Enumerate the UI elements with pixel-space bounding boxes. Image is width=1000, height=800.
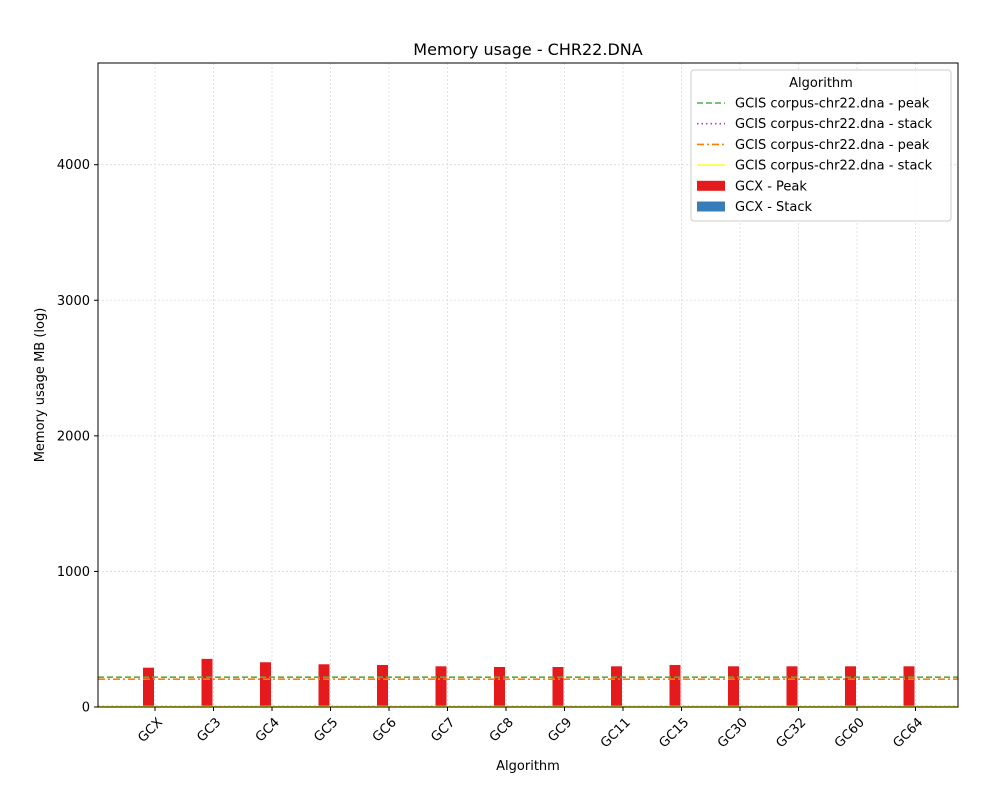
bar-peak-gc7 (435, 666, 447, 707)
y-tick-label: 2000 (57, 429, 90, 444)
bar-peak-gc6 (377, 664, 388, 707)
bar-peak-gc32 (786, 666, 798, 707)
bar-peak-gc30 (728, 666, 739, 707)
legend-entry-label: GCX - Peak (735, 179, 807, 194)
legend-entry-label: GCIS corpus-chr22.dna - peak (735, 97, 930, 112)
legend-entry-label: GCX - Stack (735, 200, 812, 215)
bar-peak-gc15 (669, 664, 681, 707)
bar-peak-gcx (143, 667, 154, 707)
y-tick-label: 3000 (57, 294, 90, 309)
bar-peak-gc3 (201, 658, 213, 707)
y-tick-label: 0 (82, 701, 90, 716)
legend-title: Algorithm (789, 76, 853, 91)
legend-entry-label: GCIS corpus-chr22.dna - peak (735, 138, 930, 153)
y-axis-label: Memory usage MB (log) (33, 308, 48, 463)
bar-peak-gc4 (260, 662, 271, 707)
bar-peak-gc60 (845, 666, 856, 707)
legend-entry-label: GCIS corpus-chr22.dna - stack (735, 159, 933, 174)
bar-peak-gc5 (318, 664, 330, 707)
bar-peak-gc11 (611, 666, 622, 707)
bar-peak-gc8 (494, 667, 505, 707)
legend-box (690, 69, 952, 222)
chart-title: Memory usage - CHR22.DNA (413, 40, 642, 59)
legend-patch-swatch (697, 180, 725, 191)
bar-peak-gc64 (903, 666, 915, 707)
legend-patch-swatch (697, 201, 725, 212)
y-tick-label: 1000 (57, 565, 90, 580)
x-axis-label: Algorithm (496, 759, 560, 774)
plot-frame (97, 62, 959, 708)
y-tick-label: 4000 (57, 158, 90, 173)
bar-peak-gc9 (552, 667, 564, 707)
legend-entry-label: GCIS corpus-chr22.dna - stack (735, 117, 933, 132)
